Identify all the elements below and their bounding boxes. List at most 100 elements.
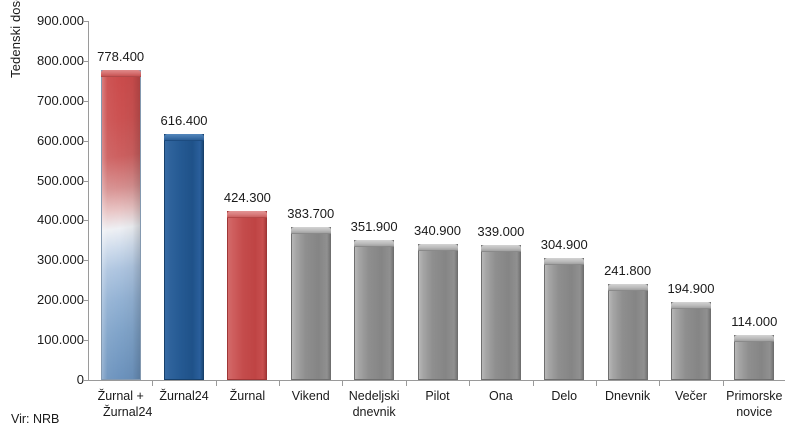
category-label-line-1: Pilot <box>425 389 450 403</box>
bar-slot <box>354 21 395 380</box>
bar-slot <box>607 21 648 380</box>
y-axis-tick-labels: 900.000 800.000 700.000 600.000 500.000 400.0… <box>12 0 84 442</box>
x-axis-category-label: Primorske novice <box>723 388 786 420</box>
bar[interactable] <box>164 134 205 380</box>
y-axis-tick-mark <box>83 260 88 261</box>
x-axis-tick-mark <box>533 381 534 386</box>
source-note: Vir: NRB <box>11 412 60 426</box>
bar[interactable] <box>607 283 648 380</box>
bar-body <box>164 134 205 380</box>
x-axis-line <box>88 380 785 381</box>
plot-area <box>89 21 785 380</box>
bar-value-label: 194.900 <box>667 281 715 297</box>
y-axis-tick-mark <box>83 101 88 102</box>
y-axis-tick-label: 500.000 <box>37 172 84 188</box>
x-axis-category-label: Žurnal + Žurnal24 <box>89 388 153 420</box>
bar[interactable] <box>227 210 268 380</box>
bar-top-face <box>734 334 775 342</box>
bar-top-face <box>670 302 711 310</box>
y-axis-tick-label: 200.000 <box>37 292 84 308</box>
bar[interactable] <box>670 302 711 380</box>
bar-body <box>417 244 458 380</box>
category-label-line-2: dnevnik <box>352 405 396 419</box>
bar-top-face <box>100 69 141 77</box>
x-axis-tick-mark <box>723 381 724 386</box>
bar[interactable] <box>734 334 775 380</box>
bar-value-label: 616.400 <box>160 113 208 129</box>
bar-body <box>290 226 331 380</box>
bar[interactable] <box>480 244 521 380</box>
bar-body <box>480 244 521 380</box>
category-label-line-1: Ona <box>489 389 513 403</box>
bar-top-face <box>544 258 585 266</box>
y-axis-tick-mark <box>83 380 88 381</box>
y-axis-line <box>88 21 89 381</box>
x-axis-tick-mark <box>342 381 343 386</box>
y-axis-tick-label: 300.000 <box>37 252 84 268</box>
x-axis-tick-mark <box>596 381 597 386</box>
bar-slot <box>480 21 521 380</box>
bar-body <box>354 239 395 380</box>
y-axis-tick-mark <box>83 340 88 341</box>
bar-top-face <box>354 239 395 247</box>
category-label-line-1: Žurnal24 <box>159 389 209 403</box>
bar-value-label: 339.000 <box>477 223 525 239</box>
x-axis-category-label: Pilot <box>406 388 469 404</box>
bar-top-face <box>607 283 648 291</box>
bar-top-face <box>480 244 521 252</box>
y-axis-tick-mark <box>83 141 88 142</box>
bar-slot <box>227 21 268 380</box>
x-axis-category-labels: Žurnal + Žurnal24 Žurnal24 Žurnal Vikend Nede… <box>89 388 785 432</box>
x-axis-category-label: Večer <box>659 388 722 404</box>
bar-body <box>670 302 711 380</box>
category-label-line-1: Dnevnik <box>605 389 651 403</box>
category-label-line-1: Delo <box>551 389 578 403</box>
x-axis-category-label: Žurnal <box>216 388 279 404</box>
bar-top-face <box>417 244 458 252</box>
x-axis-category-label: Nedeljski dnevnik <box>342 388 405 420</box>
bar[interactable] <box>100 69 141 380</box>
y-axis-tick-label: 800.000 <box>37 52 84 68</box>
bar-slot <box>164 21 205 380</box>
bar[interactable] <box>417 244 458 380</box>
y-axis-tick-label: 600.000 <box>37 132 84 148</box>
x-axis-tick-mark <box>216 381 217 386</box>
category-label-line-2: Žurnal24 <box>103 405 153 419</box>
bar-body <box>544 258 585 380</box>
x-axis-tick-mark <box>152 381 153 386</box>
bar-slot <box>290 21 331 380</box>
y-axis-tick-label: 0 <box>76 372 84 387</box>
x-axis-tick-mark <box>659 381 660 386</box>
bar-slot <box>670 21 711 380</box>
y-axis-tick-mark <box>83 21 88 22</box>
bar-value-label: 304.900 <box>540 237 588 253</box>
category-label-line-1: Žurnal <box>229 389 266 403</box>
bar-top-face <box>164 134 205 142</box>
x-axis-category-label: Dnevnik <box>596 388 659 404</box>
x-axis-tick-mark <box>469 381 470 386</box>
bar-top-face <box>290 226 331 234</box>
y-axis-tick-label: 900.000 <box>37 13 84 28</box>
category-label-line-2: novice <box>736 405 773 419</box>
bar[interactable] <box>290 226 331 380</box>
category-label-line-1: Nedeljski <box>348 389 400 403</box>
bar-body <box>227 210 268 380</box>
category-label-line-1: Večer <box>674 389 707 403</box>
y-axis-tick-mark <box>83 300 88 301</box>
bar-value-label: 351.900 <box>350 218 398 234</box>
category-label-line-1: Žurnal + <box>97 389 144 403</box>
x-axis-tick-mark <box>406 381 407 386</box>
x-axis-category-label: Delo <box>533 388 596 404</box>
y-axis-tick-mark <box>83 181 88 182</box>
y-axis-tick-mark <box>83 61 88 62</box>
y-axis-tick-label: 400.000 <box>37 212 84 228</box>
bar[interactable] <box>354 239 395 380</box>
bar-slot <box>417 21 458 380</box>
category-label-line-1: Vikend <box>291 389 330 403</box>
bar-body <box>100 69 141 380</box>
bar[interactable] <box>544 258 585 380</box>
bar-body <box>607 283 648 380</box>
bar-value-label: 424.300 <box>223 189 271 205</box>
bar-value-label: 340.900 <box>414 223 461 239</box>
